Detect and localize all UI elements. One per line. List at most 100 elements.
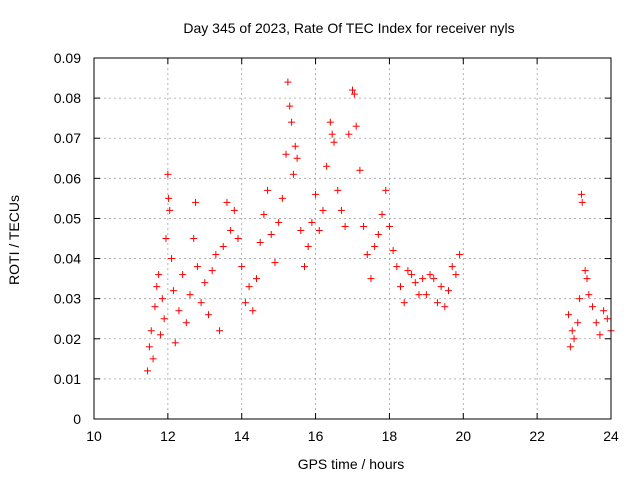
data-point — [315, 226, 323, 234]
data-point — [448, 263, 456, 271]
data-point — [249, 307, 257, 315]
data-point — [193, 263, 201, 271]
data-point — [204, 311, 212, 319]
data-point — [282, 150, 290, 158]
data-point — [216, 327, 224, 335]
data-point — [323, 162, 331, 170]
data-point — [241, 299, 249, 307]
data-point — [197, 299, 205, 307]
data-point — [371, 243, 379, 251]
data-point — [219, 243, 227, 251]
data-point — [182, 319, 190, 327]
data-point — [164, 170, 172, 178]
data-point — [328, 130, 336, 138]
data-point — [578, 198, 586, 206]
y-tick-label: 0.02 — [54, 331, 81, 347]
data-point — [419, 275, 427, 283]
x-tick-label: 18 — [382, 428, 398, 444]
data-point — [256, 239, 264, 247]
data-point — [227, 226, 235, 234]
data-points — [144, 78, 615, 375]
data-point — [162, 235, 170, 242]
data-point — [592, 319, 600, 327]
grid — [94, 58, 611, 419]
data-point — [291, 142, 299, 150]
data-point — [278, 194, 286, 202]
x-tick-label: 10 — [86, 428, 102, 444]
chart-title: Day 345 of 2023, Rate Of TEC Index for r… — [183, 20, 514, 36]
data-point — [596, 331, 604, 339]
axis-ticks — [93, 57, 612, 420]
data-point — [441, 303, 449, 311]
data-point — [147, 327, 155, 335]
data-point — [408, 271, 416, 279]
data-point — [151, 303, 159, 311]
data-point — [293, 154, 301, 162]
y-tick-label: 0.06 — [54, 170, 81, 186]
data-point — [341, 222, 349, 230]
data-point — [360, 222, 368, 230]
data-point — [234, 235, 242, 242]
data-point — [149, 355, 157, 363]
data-point — [400, 299, 408, 307]
data-point — [565, 311, 573, 319]
data-point — [334, 186, 342, 194]
data-point — [166, 206, 174, 214]
data-point — [349, 86, 356, 94]
plot-frame — [93, 57, 612, 420]
data-point — [411, 279, 419, 287]
data-point — [393, 263, 401, 271]
data-point — [389, 247, 397, 255]
data-point — [158, 295, 166, 303]
data-point — [153, 283, 161, 291]
y-tick-label: 0.08 — [54, 90, 81, 106]
data-point — [192, 198, 200, 206]
y-tick-label: 0.07 — [54, 130, 81, 146]
data-point — [169, 287, 177, 295]
x-tick-label: 12 — [160, 428, 176, 444]
data-point — [326, 118, 334, 126]
data-point — [238, 263, 246, 271]
data-point — [433, 299, 441, 307]
data-point — [308, 218, 316, 226]
data-point — [186, 291, 194, 299]
data-point — [378, 210, 386, 218]
data-point — [600, 307, 608, 315]
data-point — [212, 251, 220, 259]
data-point — [168, 255, 176, 263]
data-point — [583, 275, 591, 283]
y-tick-label: 0.09 — [54, 50, 81, 66]
data-point — [201, 279, 209, 287]
y-tick-label: 0.04 — [54, 251, 81, 267]
data-point — [330, 138, 338, 146]
data-point — [144, 367, 152, 375]
data-point — [352, 122, 360, 130]
data-point — [574, 319, 582, 327]
data-point — [363, 251, 371, 259]
data-point — [397, 283, 405, 291]
x-axis-label: GPS time / hours — [298, 456, 405, 472]
data-point — [422, 291, 430, 299]
x-tick-label: 22 — [529, 428, 545, 444]
data-point — [404, 267, 412, 275]
data-point — [288, 118, 296, 126]
data-point — [230, 206, 238, 214]
data-point — [245, 283, 253, 291]
data-point — [289, 170, 297, 178]
data-point — [300, 263, 308, 271]
data-point — [350, 90, 358, 98]
data-point — [445, 287, 453, 295]
data-point — [426, 271, 434, 279]
data-point — [456, 251, 464, 259]
data-point — [566, 343, 574, 351]
data-point — [175, 307, 183, 315]
data-point — [452, 271, 460, 279]
data-point — [356, 166, 364, 174]
y-tick-label: 0.05 — [54, 210, 81, 226]
data-point — [267, 230, 275, 238]
data-point — [337, 206, 345, 214]
data-point — [171, 339, 179, 347]
data-point — [208, 267, 216, 275]
data-point — [160, 315, 168, 323]
